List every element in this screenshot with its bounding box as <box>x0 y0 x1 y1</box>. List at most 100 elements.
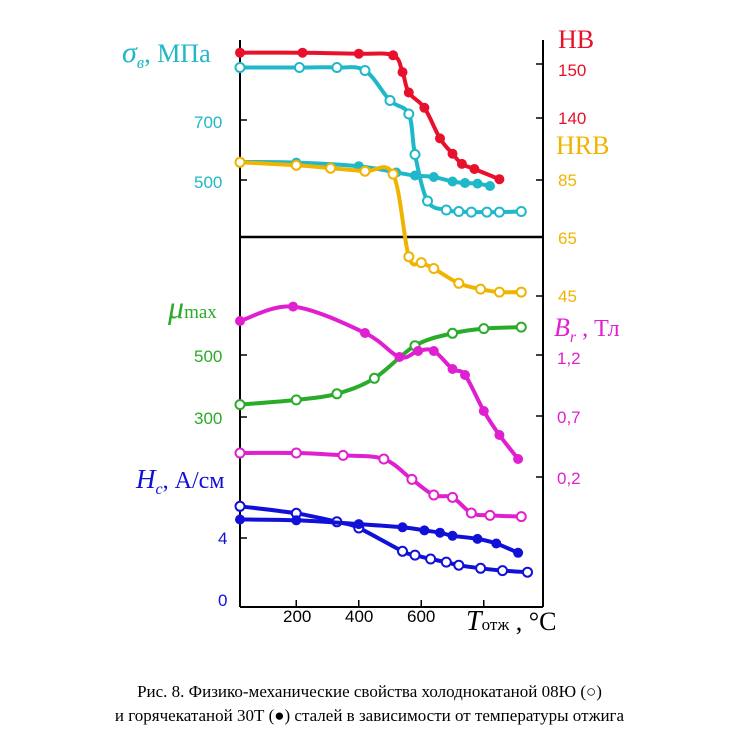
series-1-point-5 <box>403 108 415 120</box>
x-tick-600: 600 <box>407 607 435 626</box>
series-0-point-2 <box>353 48 364 59</box>
series-0-point-8 <box>447 148 458 159</box>
series-0-point-4 <box>397 67 408 78</box>
series-7-point-10 <box>497 565 508 577</box>
series-6-point-6 <box>447 491 458 503</box>
sigma-axis-label: σв, МПа <box>122 36 211 72</box>
x-axis-label: Tотж , °C <box>466 606 557 637</box>
series-3-point-9 <box>475 283 487 295</box>
series-0-point-7 <box>435 133 445 144</box>
series-2-point-5 <box>428 172 439 182</box>
series-6-point-8 <box>484 509 496 521</box>
series-3-point-5 <box>403 251 415 263</box>
series-8-point-5 <box>435 527 445 538</box>
series-3-point-4 <box>387 168 399 180</box>
br-tick-0-2: 0,2 <box>557 469 581 488</box>
series-3-point-6 <box>415 257 427 269</box>
series-6-point-2 <box>337 449 349 461</box>
series-5-point-0 <box>235 316 245 326</box>
hrb-tick-85: 85 <box>558 171 577 190</box>
series-0-point-3 <box>388 50 399 61</box>
x-tick-200: 200 <box>283 607 311 626</box>
series-1-point-4 <box>384 95 396 106</box>
series-5-point-2 <box>360 328 370 338</box>
series-1-point-11 <box>481 206 493 218</box>
axis-label-layer: σв, МПа HB HRB 700 500 150 140 85 65 45 … <box>122 25 620 637</box>
br-tick-1-2: 1,2 <box>557 349 581 368</box>
series-2-point-9 <box>485 181 495 191</box>
series-3-point-2 <box>325 162 337 174</box>
series-0-point-10 <box>469 164 480 174</box>
series-1-point-2 <box>331 62 343 73</box>
series-5-point-9 <box>494 430 505 440</box>
series-5-point-3 <box>394 352 405 362</box>
series-1-point-8 <box>440 204 452 216</box>
hrb-axis-label: HRB <box>556 131 609 160</box>
mu-tick-500: 500 <box>194 347 222 366</box>
hb-tick-150: 150 <box>558 61 586 80</box>
series-6-point-0 <box>234 447 246 459</box>
series-5-point-7 <box>460 370 470 380</box>
series-1-point-6 <box>409 149 421 160</box>
mu-axis-label: μmax <box>167 289 217 325</box>
figure-caption-line-1: Рис. 8. Физико-механические свойства хол… <box>137 682 602 701</box>
series-5-point-8 <box>478 406 489 416</box>
series-0-point-6 <box>419 102 430 113</box>
series-2-point-4 <box>410 170 420 181</box>
series-7-point-11 <box>522 566 533 578</box>
sigma-tick-700: 700 <box>194 113 222 132</box>
series-8-point-6 <box>447 530 458 541</box>
series-4-point-1 <box>290 394 302 406</box>
series-4-point-3 <box>368 372 380 384</box>
series-1-point-10 <box>465 206 477 218</box>
series-2-point-7 <box>460 178 470 188</box>
series-5-point-6 <box>447 364 458 374</box>
series-6-point-5 <box>428 489 440 501</box>
series-7-point-4 <box>397 545 408 557</box>
series-7-point-8 <box>453 559 465 571</box>
series-3-point-0 <box>234 156 246 168</box>
series-3-point-8 <box>453 277 465 289</box>
series-0-point-0 <box>235 47 245 58</box>
series-2-point-8 <box>472 178 483 189</box>
series-6-point-3 <box>378 453 390 465</box>
series-5-point-1 <box>288 301 299 312</box>
series-6-point-9 <box>515 511 527 523</box>
hc-tick-4: 4 <box>218 529 227 548</box>
series-3-point-10 <box>493 286 505 298</box>
figure-caption-line-2: и горячекатаной 30Т (●) сталей в зависим… <box>114 706 625 725</box>
series-5-point-10 <box>513 454 524 464</box>
series-8-point-2 <box>353 519 364 530</box>
series-5-point-5 <box>428 346 439 356</box>
series-1-line <box>238 65 524 215</box>
br-axis-label: Br , Тл <box>554 313 620 346</box>
series-6-point-1 <box>290 447 302 459</box>
series-0-point-5 <box>403 87 414 98</box>
sigma-tick-500: 500 <box>194 173 222 192</box>
series-6-line <box>238 450 524 519</box>
series-7-point-5 <box>409 549 421 561</box>
series-8-point-1 <box>291 515 302 526</box>
mu-tick-300: 300 <box>194 409 222 428</box>
series-1-point-0 <box>234 62 246 73</box>
series-3-point-1 <box>290 159 302 171</box>
series-7-point-6 <box>425 553 437 565</box>
series-7-point-9 <box>475 562 487 574</box>
series-8-line <box>238 517 521 555</box>
series-4-point-0 <box>234 399 246 411</box>
series-4-point-6 <box>478 323 490 335</box>
series-4-point-7 <box>515 321 527 333</box>
hrb-tick-65: 65 <box>558 229 577 248</box>
series-1-point-3 <box>359 65 371 76</box>
series-layer <box>234 47 533 578</box>
series-0-point-1 <box>297 47 308 58</box>
hb-axis-label: HB <box>558 25 594 54</box>
series-8-point-3 <box>397 522 408 533</box>
br-tick-0-7: 0,7 <box>557 408 581 427</box>
series-1-point-12 <box>493 206 505 218</box>
series-2-point-6 <box>447 176 458 187</box>
series-4-line <box>238 325 524 407</box>
series-8-point-7 <box>472 533 483 544</box>
series-1-point-13 <box>515 206 527 217</box>
